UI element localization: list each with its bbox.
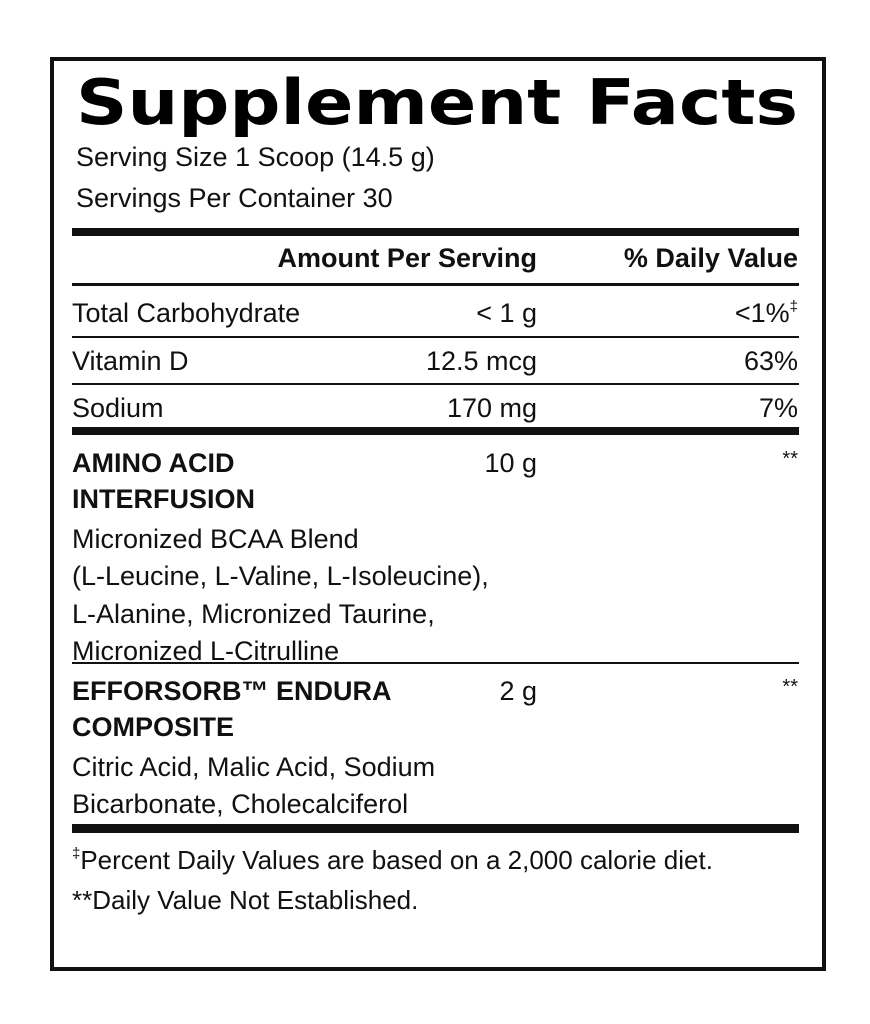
blend-ingredient: Citric Acid, Malic Acid, Sodium — [72, 751, 436, 782]
nutrient-name: Vitamin D — [72, 345, 189, 376]
thick-rule — [72, 426, 799, 435]
rule — [72, 335, 799, 338]
nutrient-amount: 12.5 mcg — [425, 345, 537, 376]
nutrient-dv: 63% — [744, 345, 798, 377]
footnote-symbol: ‡ — [72, 844, 81, 862]
dv-value: 7% — [758, 393, 798, 423]
title: Supplement Facts — [76, 66, 798, 139]
blend-name: COMPOSITE — [72, 711, 235, 742]
servings-per-container: Servings Per Container 30 — [76, 183, 393, 213]
serving-size: Serving Size 1 Scoop (14.5 g) — [76, 142, 435, 172]
header-amount: Amount Per Serving — [277, 243, 537, 273]
dv-note: ‡ — [789, 298, 798, 315]
thick-rule — [72, 823, 799, 833]
nutrient-name: Total Carbohydrate — [72, 298, 301, 328]
rule — [72, 383, 799, 385]
footnote-text: Percent Daily Values are based on a 2,00… — [80, 844, 713, 875]
rule — [72, 661, 799, 664]
blend-dv: ** — [782, 675, 798, 698]
footnote: **Daily Value Not Established. — [72, 884, 418, 916]
title-area: Supplement Facts — [76, 66, 798, 139]
rule — [72, 283, 799, 286]
blend-ingredient: Micronized L-Citrulline — [72, 636, 340, 666]
blend-ingredient: L-Alanine, Micronized Taurine, — [72, 598, 435, 629]
blend-amount: 10 g — [484, 447, 537, 478]
dv-value: <1% — [734, 298, 790, 328]
nutrient-amount: < 1 g — [476, 298, 537, 328]
footnote-text: **Daily Value Not Established. — [72, 884, 419, 915]
footnote: ‡Percent Daily Values are based on a 2,0… — [72, 844, 713, 876]
blend-ingredient: Micronized BCAA Blend — [72, 523, 359, 554]
dv-value: 63% — [743, 345, 798, 376]
blend-ingredient: (L-Leucine, L-Valine, L-Isoleucine), — [72, 561, 489, 591]
blend-dv: ** — [782, 447, 798, 470]
blend-name: EFFORSORB™ ENDURA — [72, 675, 392, 706]
blend-name: INTERFUSION — [72, 483, 256, 514]
blend-name: AMINO ACID — [72, 447, 235, 478]
blend-ingredient: Bicarbonate, Cholecalciferol — [72, 789, 409, 819]
thick-rule — [72, 228, 799, 236]
header-dv: % Daily Value — [623, 243, 798, 273]
label-border — [50, 57, 826, 971]
nutrient-dv: <1%‡ — [735, 297, 798, 329]
nutrient-amount: 170 mg — [446, 393, 537, 423]
nutrient-name: Sodium — [72, 393, 164, 423]
nutrient-dv: 7% — [759, 392, 798, 424]
blend-amount: 2 g — [499, 675, 537, 706]
